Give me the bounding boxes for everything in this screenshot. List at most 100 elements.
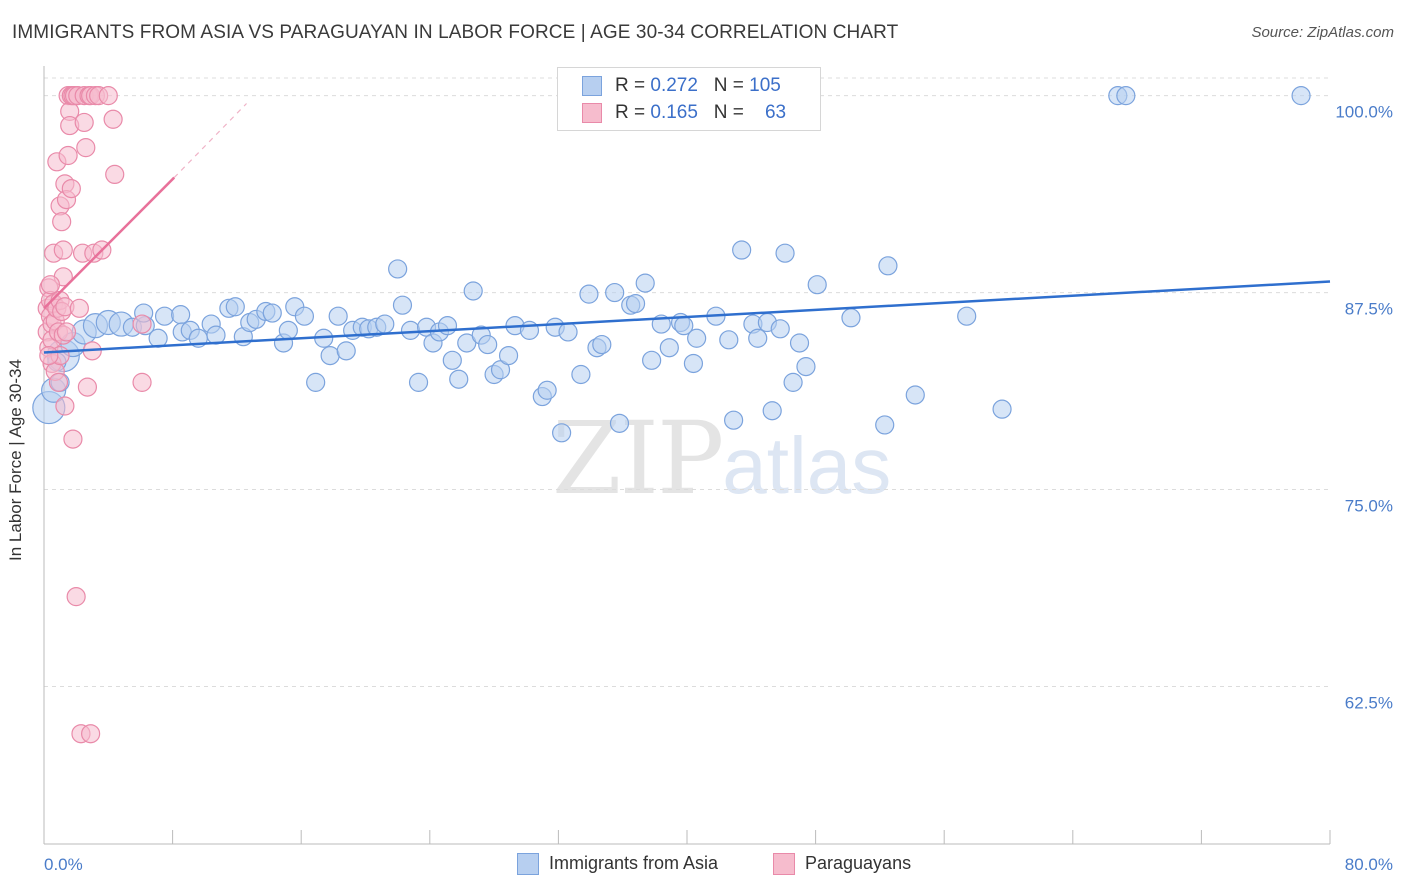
point-paraguayans [58, 145, 78, 166]
chart-title: IMMIGRANTS FROM ASIA VS PARAGUAYAN IN LA… [12, 22, 899, 43]
point-asia [775, 243, 795, 263]
r-value-asia: 0.272 [650, 75, 698, 96]
point-asia [625, 294, 646, 314]
r-label: R = [615, 75, 651, 96]
y-tick-label: 100.0% [1335, 103, 1393, 122]
legend-swatch-blue [517, 853, 539, 875]
point-asia [762, 401, 782, 421]
point-asia [875, 415, 895, 435]
y-tick-label: 87.5% [1345, 300, 1393, 319]
point-asia [320, 345, 340, 366]
point-asia [605, 282, 625, 303]
watermark-zip: ZIP [552, 400, 724, 517]
point-asia [642, 350, 662, 370]
point-paraguayans [132, 314, 152, 334]
point-asia [635, 273, 655, 293]
point-asia [957, 306, 977, 326]
point-asia [609, 413, 630, 433]
legend-label-paraguayans: Paraguayans [805, 853, 912, 873]
point-asia [579, 284, 599, 304]
point-asia [442, 350, 462, 370]
trendline-paraguayans-extension [173, 103, 247, 178]
point-asia [294, 306, 315, 326]
point-asia [328, 306, 348, 326]
n-label: N = [713, 75, 750, 96]
point-asia [571, 364, 591, 385]
n-value-asia: 105 [749, 75, 781, 96]
point-asia [789, 333, 810, 353]
point-asia [878, 256, 898, 276]
point-paraguayans [39, 345, 59, 366]
x-tick-label-min: 0.0% [44, 855, 83, 874]
point-asia [400, 320, 421, 340]
point-asia [807, 275, 827, 295]
point-asia [748, 328, 768, 348]
point-asia [262, 303, 282, 323]
legend-label-asia: Immigrants from Asia [549, 853, 719, 873]
n-label: N = [713, 102, 750, 123]
y-tick-label: 75.0% [1345, 497, 1393, 516]
legend-swatch-pink [773, 853, 795, 875]
source-label: Source: ZipAtlas.com [1251, 24, 1394, 41]
point-asia [392, 295, 413, 315]
point-paraguayans [63, 429, 83, 449]
n-value-paraguayans: 63 [764, 102, 787, 123]
point-asia [225, 297, 245, 317]
point-asia [841, 308, 861, 328]
point-paraguayans [40, 275, 61, 295]
point-paraguayans [56, 322, 77, 342]
point-asia [388, 259, 408, 279]
point-asia [770, 319, 790, 339]
point-asia [683, 353, 704, 374]
point-asia [719, 330, 739, 350]
watermark: ZIPatlas [552, 400, 891, 517]
point-asia [278, 320, 298, 340]
point-paraguayans [74, 112, 94, 133]
point-asia [992, 399, 1012, 419]
point-asia [796, 357, 816, 377]
point-asia [408, 372, 429, 392]
point-paraguayans [61, 178, 81, 199]
point-paraguayans [103, 109, 123, 129]
point-asia [154, 306, 175, 326]
point-asia [783, 372, 803, 392]
point-asia [336, 341, 356, 361]
trendline-paraguayans [43, 176, 176, 310]
point-paraguayans [132, 372, 152, 392]
r-label: R = [615, 102, 651, 123]
y-tick-label: 62.5% [1345, 693, 1393, 712]
watermark-atlas: atlas [722, 421, 892, 510]
point-asia [463, 281, 483, 301]
point-asia [449, 369, 469, 389]
point-asia [552, 423, 572, 443]
r-value-paraguayans: 0.165 [650, 102, 698, 123]
point-paraguayans [105, 164, 125, 185]
point-paraguayans [98, 86, 118, 106]
point-asia [375, 314, 395, 334]
point-asia [306, 372, 326, 392]
point-asia [687, 328, 707, 348]
point-asia [724, 410, 744, 430]
point-paraguayans [55, 396, 75, 416]
point-paraguayans [81, 724, 101, 744]
point-paraguayans [48, 372, 69, 392]
legend-swatch-blue [582, 76, 602, 96]
legend-series: Immigrants from Asia Paraguayans [0, 852, 1406, 876]
legend-swatch-pink [582, 103, 602, 123]
point-paraguayans [69, 298, 89, 318]
point-paraguayans [66, 587, 86, 607]
point-paraguayans [53, 240, 73, 260]
point-asia [592, 334, 612, 355]
legend-stats: R = 0.272 N = 105 R = 0.165 N = 63 [557, 67, 821, 131]
point-paraguayans [77, 377, 98, 397]
point-asia [905, 385, 925, 405]
point-asia [732, 240, 752, 260]
point-asia [1291, 86, 1311, 106]
point-asia [659, 338, 679, 358]
point-asia [437, 316, 458, 336]
point-asia [558, 322, 578, 342]
trendline-asia [43, 280, 1331, 354]
point-asia [478, 334, 498, 355]
x-tick-label-max: 80.0% [1345, 855, 1393, 874]
point-paraguayans [52, 212, 72, 232]
